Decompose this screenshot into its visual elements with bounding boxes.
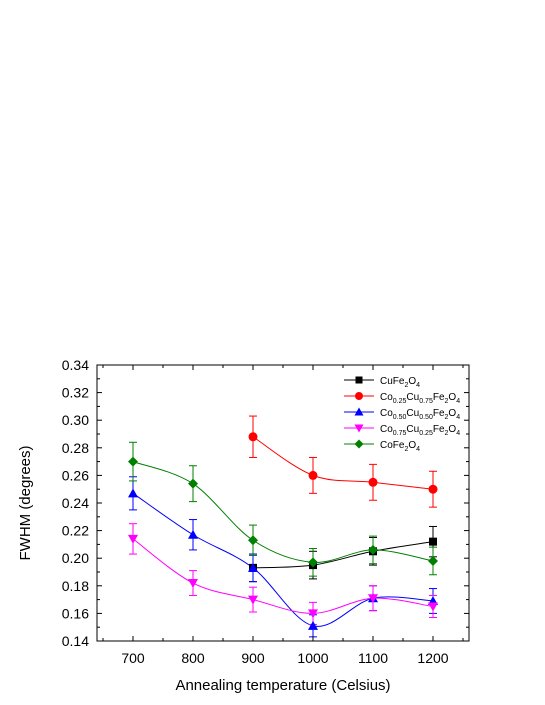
point-series-5 — [308, 557, 318, 568]
y-tick-label: 0.20 — [62, 550, 89, 566]
x-tick-label: 800 — [181, 650, 205, 666]
y-tick-label: 0.26 — [62, 467, 89, 483]
y-axis-ticks: 0.14 0.16 0.18 0.20 0.22 0.24 0.26 0.28 0.30 0.32… — [62, 357, 469, 649]
point-series-2 — [248, 432, 258, 442]
x-tick-label: 1100 — [358, 650, 388, 666]
y-axis-label: FWHM (degrees) — [17, 445, 34, 560]
point-series-4 — [128, 534, 138, 544]
curve-series-3 — [132, 492, 434, 627]
legend-label-3: Co0.50Cu0.50Fe2O4 — [380, 408, 460, 421]
point-series-5 — [188, 478, 198, 489]
y-tick-label: 0.28 — [62, 440, 89, 456]
point-series-5 — [368, 544, 378, 555]
plot-frame — [96, 364, 470, 642]
legend-label-5: CoFe2O4 — [380, 440, 420, 453]
y-tick-label: 0.30 — [62, 412, 89, 428]
point-series-2 — [308, 470, 318, 480]
point-series-4 — [368, 594, 378, 604]
data-markers — [128, 432, 438, 630]
point-series-2 — [368, 477, 378, 487]
point-series-3 — [248, 562, 258, 572]
curve-series-4 — [132, 538, 434, 614]
point-series-3 — [308, 620, 318, 630]
y-tick-label: 0.32 — [62, 385, 89, 401]
point-series-4 — [428, 602, 438, 612]
point-series-1 — [429, 537, 437, 546]
curve-series-2 — [252, 436, 434, 490]
y-tick-label: 0.18 — [62, 578, 89, 594]
legend-label-1: CuFe2O4 — [380, 376, 420, 389]
point-series-3 — [128, 488, 138, 498]
y-tick-label: 0.24 — [62, 495, 89, 511]
legend: CuFe2O4 Co0.25Cu0.75Fe2O4 Co0.50Cu0.50Fe2O… — [344, 376, 460, 453]
curve-series-5 — [132, 461, 434, 563]
y-tick-label: 0.34 — [62, 357, 89, 373]
y-tick-label: 0.14 — [62, 633, 89, 649]
point-series-5 — [248, 535, 258, 546]
x-tick-label: 900 — [241, 650, 265, 666]
point-series-5 — [428, 555, 438, 566]
legend-marker-1 — [355, 376, 363, 384]
curve-series-1 — [252, 541, 434, 569]
y-tick-label: 0.22 — [62, 523, 89, 539]
point-series-3 — [188, 529, 198, 539]
x-axis-ticks: 700 800 900 1000 1100 1200 — [102, 365, 464, 666]
y-tick-label: 0.16 — [62, 605, 89, 621]
point-series-5 — [128, 456, 138, 467]
legend-marker-2 — [355, 392, 363, 400]
legend-marker-3 — [354, 407, 364, 416]
legend-label-4: Co0.75Cu0.25Fe2O4 — [380, 424, 460, 437]
legend-marker-5 — [354, 439, 364, 449]
x-axis-label: Annealing temperature (Celsius) — [175, 677, 390, 694]
point-series-4 — [248, 595, 258, 605]
point-series-4 — [188, 579, 198, 589]
fit-curves — [132, 436, 434, 627]
point-series-2 — [428, 484, 438, 494]
x-tick-label: 700 — [121, 650, 145, 666]
legend-marker-4 — [354, 424, 364, 433]
x-tick-label: 1200 — [417, 650, 448, 666]
point-series-4 — [308, 609, 318, 619]
legend-label-2: Co0.25Cu0.75Fe2O4 — [380, 392, 460, 405]
x-tick-label: 1000 — [297, 650, 328, 666]
